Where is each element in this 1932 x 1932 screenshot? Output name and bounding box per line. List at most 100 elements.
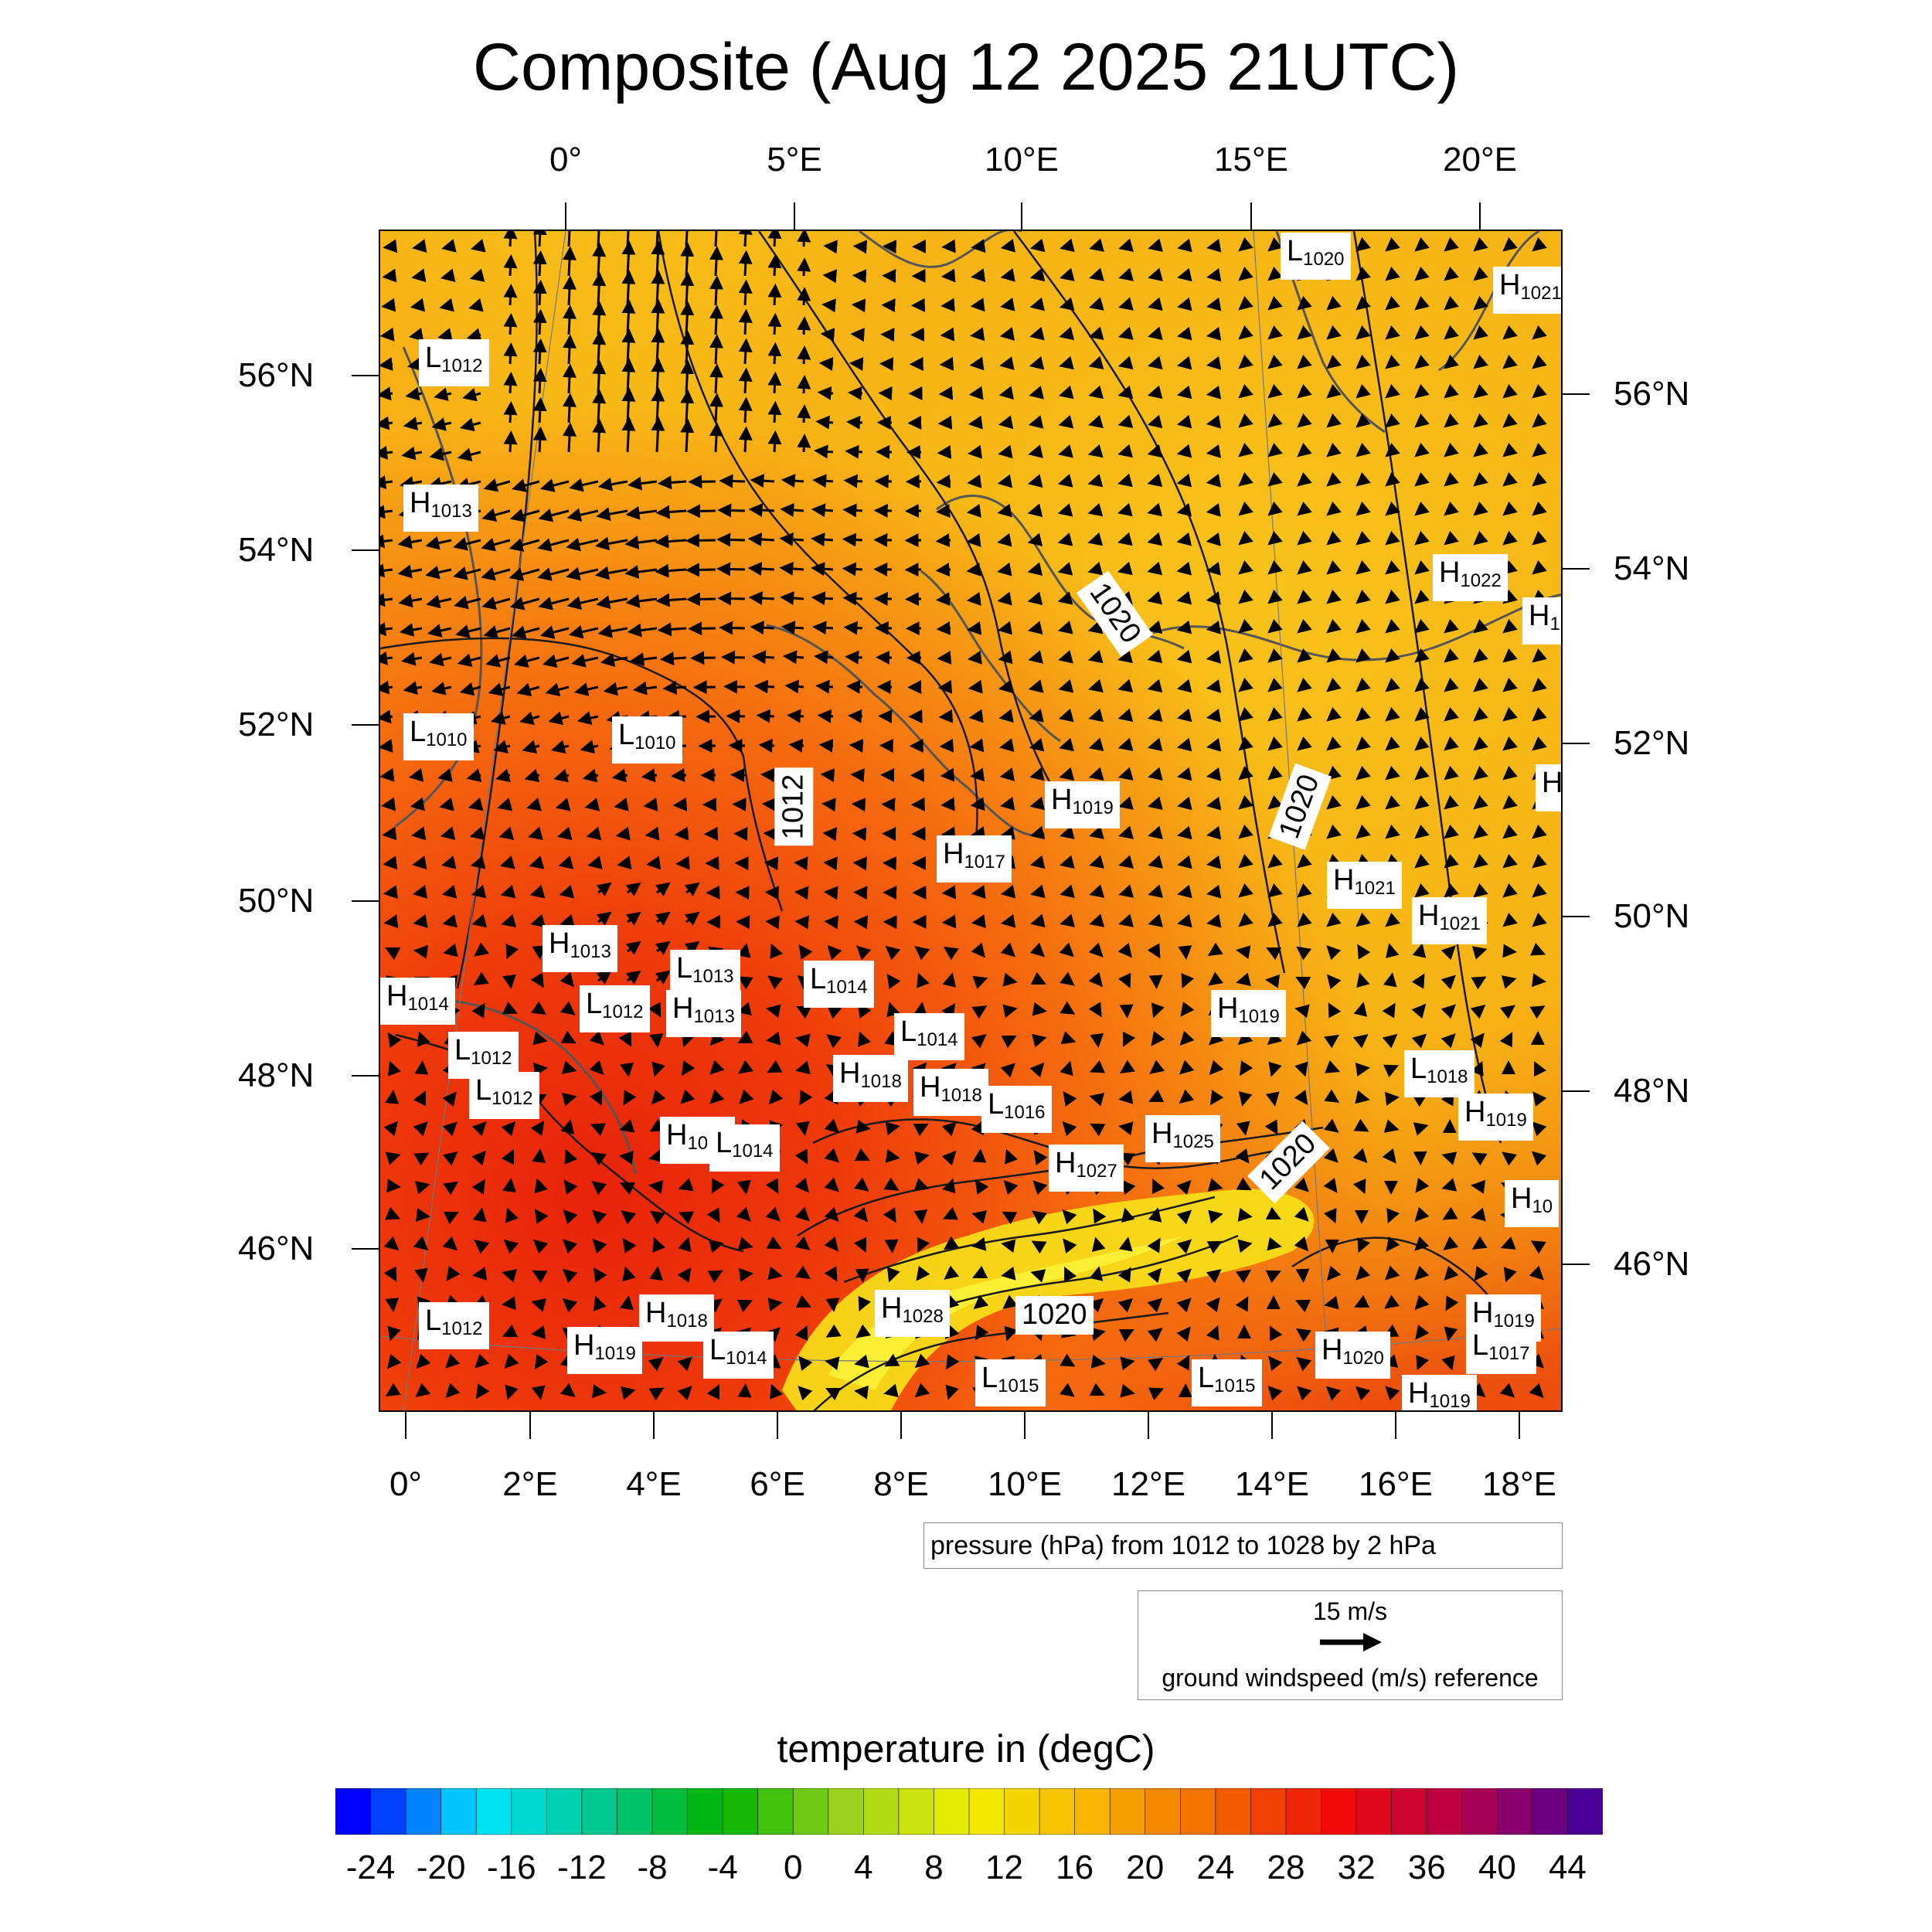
wind-arrow <box>1355 560 1371 575</box>
left-lat-label: 52°N <box>238 706 315 743</box>
wind-arrow <box>845 679 863 694</box>
temperature-colorbar <box>335 1788 1603 1835</box>
wind-arrow <box>846 415 863 430</box>
wind-arrow <box>973 1294 989 1310</box>
pressure-type: L <box>425 342 442 374</box>
wind-arrow <box>1001 1239 1016 1253</box>
wind-arrow <box>1060 1383 1075 1397</box>
wind-arrow <box>1294 1090 1308 1105</box>
wind-arrow <box>1441 1151 1458 1165</box>
wind-arrow <box>383 914 399 929</box>
wind-arrow <box>1444 853 1459 869</box>
wind-arrow <box>1440 975 1456 990</box>
wind-arrow <box>594 566 628 580</box>
wind-arrow <box>1502 765 1518 781</box>
wind-arrow <box>1323 1178 1338 1193</box>
wind-arrow <box>1355 677 1371 692</box>
wind-arrow <box>1386 1208 1400 1224</box>
colorbar-tick-label: -20 <box>416 1849 466 1886</box>
wind-arrow <box>971 1210 988 1224</box>
wind-arrow <box>997 621 1013 635</box>
wind-arrow <box>750 621 775 635</box>
wind-arrow <box>968 444 983 459</box>
wind-arrow <box>971 914 986 929</box>
pressure-value: 1028 <box>902 1306 944 1327</box>
high-pressure-label: H1 <box>1522 597 1561 645</box>
wind-arrow <box>1267 648 1283 663</box>
wind-arrow <box>686 592 716 607</box>
isobar-label: 1020 <box>1015 1296 1094 1335</box>
wind-arrow <box>491 711 511 725</box>
wind-arrow <box>611 768 628 783</box>
wind-arrow <box>474 1240 490 1254</box>
wind-arrow <box>1385 295 1400 311</box>
colorbar-title: temperature in (degC) <box>777 1727 1155 1770</box>
top-lon-label: 15°E <box>1214 141 1288 179</box>
wind-arrow <box>563 275 577 306</box>
pressure-value: 1021 <box>1439 913 1481 934</box>
wind-arrow <box>454 595 481 610</box>
wind-arrow <box>651 358 665 394</box>
pressure-value: 1014 <box>826 977 868 998</box>
wind-arrow <box>822 269 838 284</box>
wind-arrow <box>1238 501 1253 516</box>
colorbar-cell <box>475 1788 512 1835</box>
colorbar-tick-label: -12 <box>557 1849 607 1886</box>
wind-arrow <box>1295 1299 1311 1313</box>
wind-arrow <box>385 1383 401 1396</box>
wind-arrow <box>1471 1060 1484 1077</box>
wind-arrow <box>651 1089 666 1105</box>
wind-arrow <box>858 1295 872 1312</box>
wind-arrow <box>884 1353 900 1367</box>
pressure-value: 1013 <box>570 941 611 962</box>
wind-arrow <box>655 940 671 955</box>
wind-arrow <box>760 768 775 782</box>
wind-arrow <box>1147 1328 1163 1342</box>
wind-arrow <box>1148 267 1163 281</box>
bottom-lon-label: 6°E <box>750 1465 805 1503</box>
wind-arrow <box>1117 679 1134 693</box>
wind-arrow <box>1502 912 1518 927</box>
wind-arrow <box>1003 1179 1019 1196</box>
wind-arrow <box>380 386 393 401</box>
wind-arrow <box>439 797 454 811</box>
wind-arrow <box>680 359 695 394</box>
wind-arrow <box>1415 1325 1430 1340</box>
pressure-type: L <box>410 716 427 748</box>
wind-arrow <box>563 422 577 453</box>
wind-arrow <box>794 1177 810 1193</box>
wind-arrow <box>768 1089 784 1105</box>
wind-arrow <box>1501 975 1517 989</box>
wind-arrow <box>1502 354 1518 369</box>
wind-arrow <box>826 1034 842 1049</box>
isobar-label: 1012 <box>774 767 814 846</box>
wind-arrow <box>562 1268 578 1284</box>
map-panel[interactable]: L1020 H1021 L1012 H1013 H1022 H1 L1010 L1010 H H1… <box>379 230 1563 1412</box>
wind-arrow <box>1414 383 1430 399</box>
wind-arrow <box>1264 1119 1278 1135</box>
colorbar-tick-label: 20 <box>1126 1849 1165 1886</box>
wind-arrow <box>1176 1268 1192 1284</box>
wind-arrow <box>412 855 427 870</box>
wind-arrow <box>818 738 834 753</box>
wind-arrow <box>1444 1326 1458 1342</box>
wind-arrow <box>497 798 513 811</box>
wind-arrow <box>651 328 665 365</box>
wind-arrow <box>780 503 804 517</box>
wind-arrow <box>587 855 603 869</box>
wind-arrow <box>1151 1031 1165 1046</box>
wind-arrow <box>425 565 452 580</box>
wind-arrow <box>1473 765 1488 781</box>
wind-arrow <box>1326 501 1342 516</box>
wind-arrow <box>1206 621 1222 634</box>
wind-arrow <box>798 944 813 960</box>
wind-arrow <box>1502 883 1518 898</box>
wind-arrow <box>998 386 1014 400</box>
wind-arrow <box>1002 1211 1018 1225</box>
pressure-type: H <box>1055 1147 1077 1179</box>
wind-arrow <box>1355 1386 1371 1401</box>
wind-arrow <box>1087 473 1104 488</box>
wind-arrow <box>648 1148 664 1163</box>
wind-vectors <box>380 231 1547 1401</box>
pressure-value: 1013 <box>693 1006 735 1027</box>
